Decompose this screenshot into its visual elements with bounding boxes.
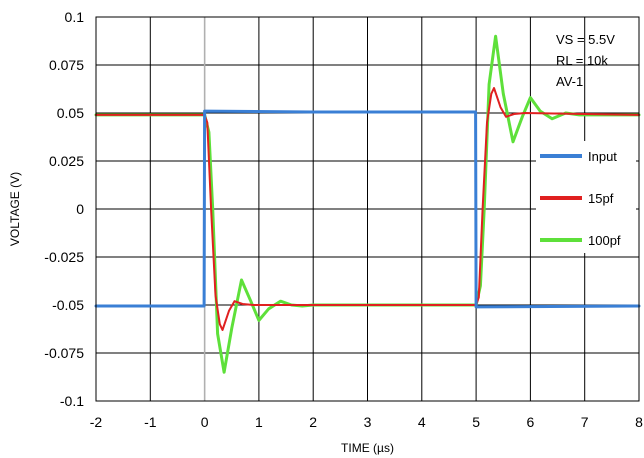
x-tick-labels: -2 -1 0 1 2 3 4 5 6 7 8 xyxy=(90,414,643,430)
annotation-text: RL = 10k xyxy=(556,53,608,68)
x-tick-label: 4 xyxy=(418,414,426,430)
y-tick-label: 0.025 xyxy=(49,153,84,169)
legend-label: Input xyxy=(588,149,617,164)
y-axis-title: VOLTAGE (V) xyxy=(8,172,22,246)
x-tick-label: 5 xyxy=(472,414,480,430)
y-tick-label: -0.075 xyxy=(44,345,84,361)
series-line-input xyxy=(94,109,641,309)
legend-label: 100pf xyxy=(588,233,621,248)
y-tick-labels: 0.1 0.075 0.05 0.025 0 -0.025 -0.05 -0.075 -0.1 xyxy=(44,9,84,409)
x-tick-label: -1 xyxy=(144,414,157,430)
y-tick-label: -0.1 xyxy=(60,393,84,409)
series-layer xyxy=(94,34,641,374)
legend: Input 15pf 100pf xyxy=(536,141,636,253)
x-tick-label: 2 xyxy=(309,414,317,430)
series-line-15pf xyxy=(95,87,640,331)
x-tick-label: 3 xyxy=(364,414,372,430)
x-tick-label: 0 xyxy=(201,414,209,430)
x-tick-label: 8 xyxy=(635,414,643,430)
y-tick-label: 0 xyxy=(76,201,84,217)
annotations: VS = 5.5V RL = 10k AV-1 xyxy=(556,32,615,89)
legend-label: 15pf xyxy=(588,191,614,206)
annotation-text: VS = 5.5V xyxy=(556,32,615,47)
y-tick-label: 0.05 xyxy=(57,105,84,121)
plot-frame xyxy=(95,16,640,402)
x-tick-label: -2 xyxy=(90,414,103,430)
x-tick-label: 1 xyxy=(255,414,263,430)
x-tick-label: 6 xyxy=(527,414,535,430)
y-tick-label: 0.075 xyxy=(49,57,84,73)
y-tick-label: -0.025 xyxy=(44,249,84,265)
x-tick-label: 7 xyxy=(581,414,589,430)
annotation-text: AV-1 xyxy=(556,74,583,89)
y-tick-label: 0.1 xyxy=(65,9,85,25)
x-axis-title: TIME (µs) xyxy=(341,441,394,455)
y-tick-label: -0.05 xyxy=(52,297,84,313)
